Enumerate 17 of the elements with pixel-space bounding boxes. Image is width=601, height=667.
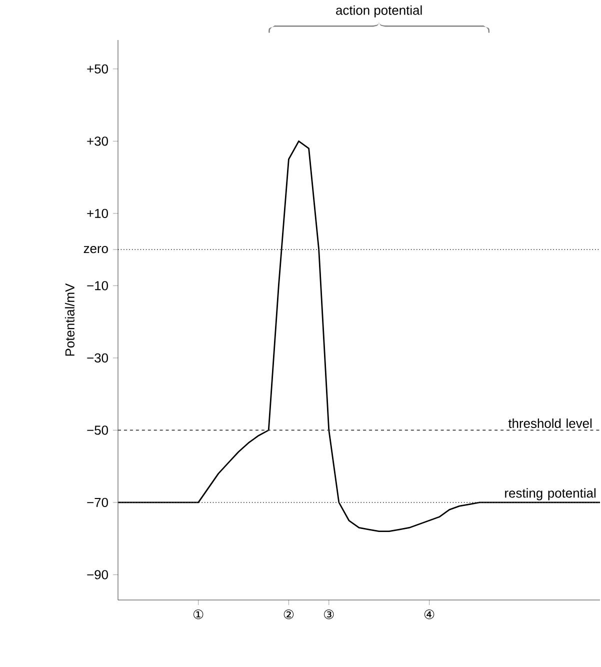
ref-line-label: resting potential: [505, 488, 596, 500]
y-tick-label: −70: [87, 498, 108, 508]
y-tick-label: +10: [87, 208, 108, 218]
ref-line-label: threshold level: [508, 418, 592, 428]
x-tick-label: ②: [284, 609, 294, 620]
y-tick-label: −30: [87, 353, 108, 363]
y-tick-label: +50: [87, 64, 108, 74]
y-axis-title: Potential/mV: [65, 283, 75, 356]
y-tick-label: zero: [84, 246, 108, 254]
x-tick-label: ④: [424, 609, 434, 620]
x-tick-label: ①: [194, 609, 204, 620]
y-tick-label: −50: [87, 426, 108, 435]
y-tick-label: +30: [87, 136, 108, 146]
y-tick-label: −90: [87, 570, 108, 580]
x-tick-label: ③: [324, 609, 334, 620]
y-tick-label: −10: [87, 281, 108, 290]
text: action potential: [336, 5, 422, 18]
